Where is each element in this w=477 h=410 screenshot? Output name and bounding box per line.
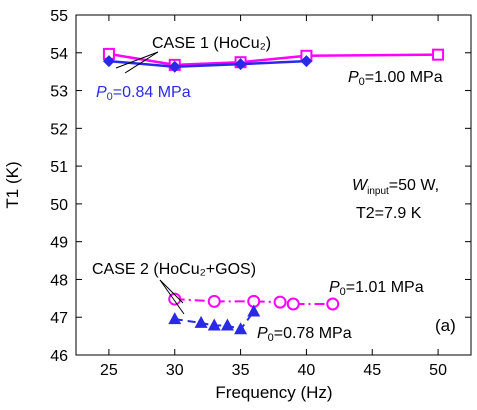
y-tick-label: 55	[50, 8, 68, 25]
y-tick-label: 52	[50, 121, 68, 138]
plot-frame	[75, 14, 472, 356]
annotation-t2: T2=7.9 K	[356, 205, 422, 222]
annotation-p078: P0=0.78 MPa	[257, 325, 352, 344]
annotation-case2: CASE 2 (HoCu₂+GOS)	[92, 261, 256, 278]
series-line-3	[174, 310, 255, 331]
data-point	[168, 60, 181, 73]
series-layer	[102, 47, 445, 335]
y-tick-label: 54	[50, 46, 68, 63]
axis-ticks: 25 30 35 40 45 50 46 47 48 49 50 51 52 53 54 55	[50, 8, 471, 379]
data-point	[247, 304, 261, 317]
data-point	[207, 294, 221, 308]
annotation-case1-pointer	[115, 51, 159, 69]
y-tick-label: 53	[50, 84, 68, 101]
x-tick-label: 45	[363, 362, 381, 379]
x-tick-label: 50	[429, 362, 447, 379]
panel-label: (a)	[435, 316, 456, 335]
data-point	[234, 322, 248, 335]
annotation-p101: P0=1.01 MPa	[329, 279, 424, 298]
annotation-case1-pointer	[124, 51, 159, 74]
y-tick-label: 49	[50, 235, 68, 252]
data-point	[102, 55, 115, 68]
series-line-2	[174, 298, 333, 305]
y-tick-label: 50	[50, 197, 68, 214]
data-point	[194, 315, 208, 328]
annotation-case2-pointer	[159, 279, 185, 315]
data-point	[168, 312, 182, 325]
data-point	[300, 55, 313, 68]
data-point	[207, 318, 221, 331]
y-tick-label: 48	[50, 272, 68, 289]
x-tick-label: 40	[298, 362, 316, 379]
y-tick-label: 46	[50, 348, 68, 365]
y-tick-label: 51	[50, 159, 68, 176]
data-point	[326, 297, 340, 311]
data-point	[234, 58, 247, 71]
annotation-case2-pointer	[159, 279, 184, 304]
x-tick-label: 25	[100, 362, 118, 379]
x-tick-label: 30	[166, 362, 184, 379]
annotation-win: Winput=50 W,	[352, 177, 439, 197]
annotation-p100: P0=1.00 MPa	[348, 69, 443, 88]
y-tick-label: 47	[50, 310, 68, 327]
data-point	[432, 48, 445, 61]
data-point	[286, 297, 300, 311]
annotation-case1: CASE 1 (HoCu₂)	[152, 35, 271, 52]
series-line-1	[108, 59, 307, 69]
data-point	[273, 295, 287, 309]
annotation-p084: P0=0.84 MPa	[96, 84, 191, 103]
data-point	[220, 318, 234, 331]
y-axis-label: T1 (K)	[3, 161, 22, 208]
x-tick-label: 35	[232, 362, 250, 379]
x-axis-label: Frequency (Hz)	[215, 383, 332, 402]
